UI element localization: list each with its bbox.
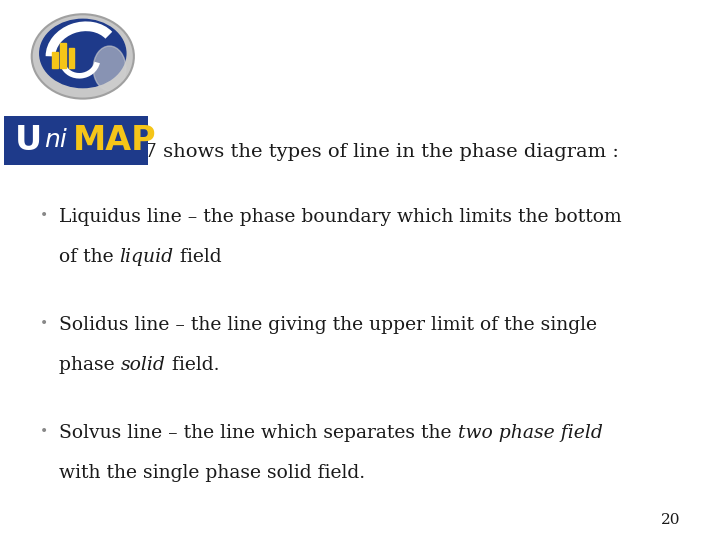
Text: Solvus line – the line which separates the: Solvus line – the line which separates t…	[59, 424, 457, 442]
Ellipse shape	[32, 15, 133, 98]
Text: Figure 5.7 shows the types of line in the phase diagram :: Figure 5.7 shows the types of line in th…	[54, 143, 619, 161]
Text: two phase field: two phase field	[457, 424, 603, 442]
Text: of the: of the	[59, 248, 120, 266]
Ellipse shape	[93, 46, 126, 91]
Text: field: field	[174, 248, 222, 266]
Bar	[60, 43, 66, 68]
Text: U: U	[15, 124, 42, 157]
Text: •: •	[40, 208, 48, 222]
Text: •: •	[40, 424, 48, 438]
Text: liquid: liquid	[120, 248, 174, 266]
Text: Solidus line – the line giving the upper limit of the single: Solidus line – the line giving the upper…	[59, 316, 597, 334]
Text: solid: solid	[121, 356, 166, 374]
Text: MAP: MAP	[73, 124, 156, 157]
Bar	[68, 48, 74, 68]
Text: field.: field.	[166, 356, 219, 374]
Bar	[52, 52, 58, 68]
Text: with the single phase solid field.: with the single phase solid field.	[59, 464, 365, 482]
Text: ni: ni	[44, 129, 67, 152]
Ellipse shape	[40, 19, 126, 87]
Text: phase: phase	[59, 356, 121, 374]
Text: •: •	[40, 316, 48, 330]
Text: Liquidus line – the phase boundary which limits the bottom: Liquidus line – the phase boundary which…	[59, 208, 621, 226]
Text: 20: 20	[661, 512, 680, 526]
